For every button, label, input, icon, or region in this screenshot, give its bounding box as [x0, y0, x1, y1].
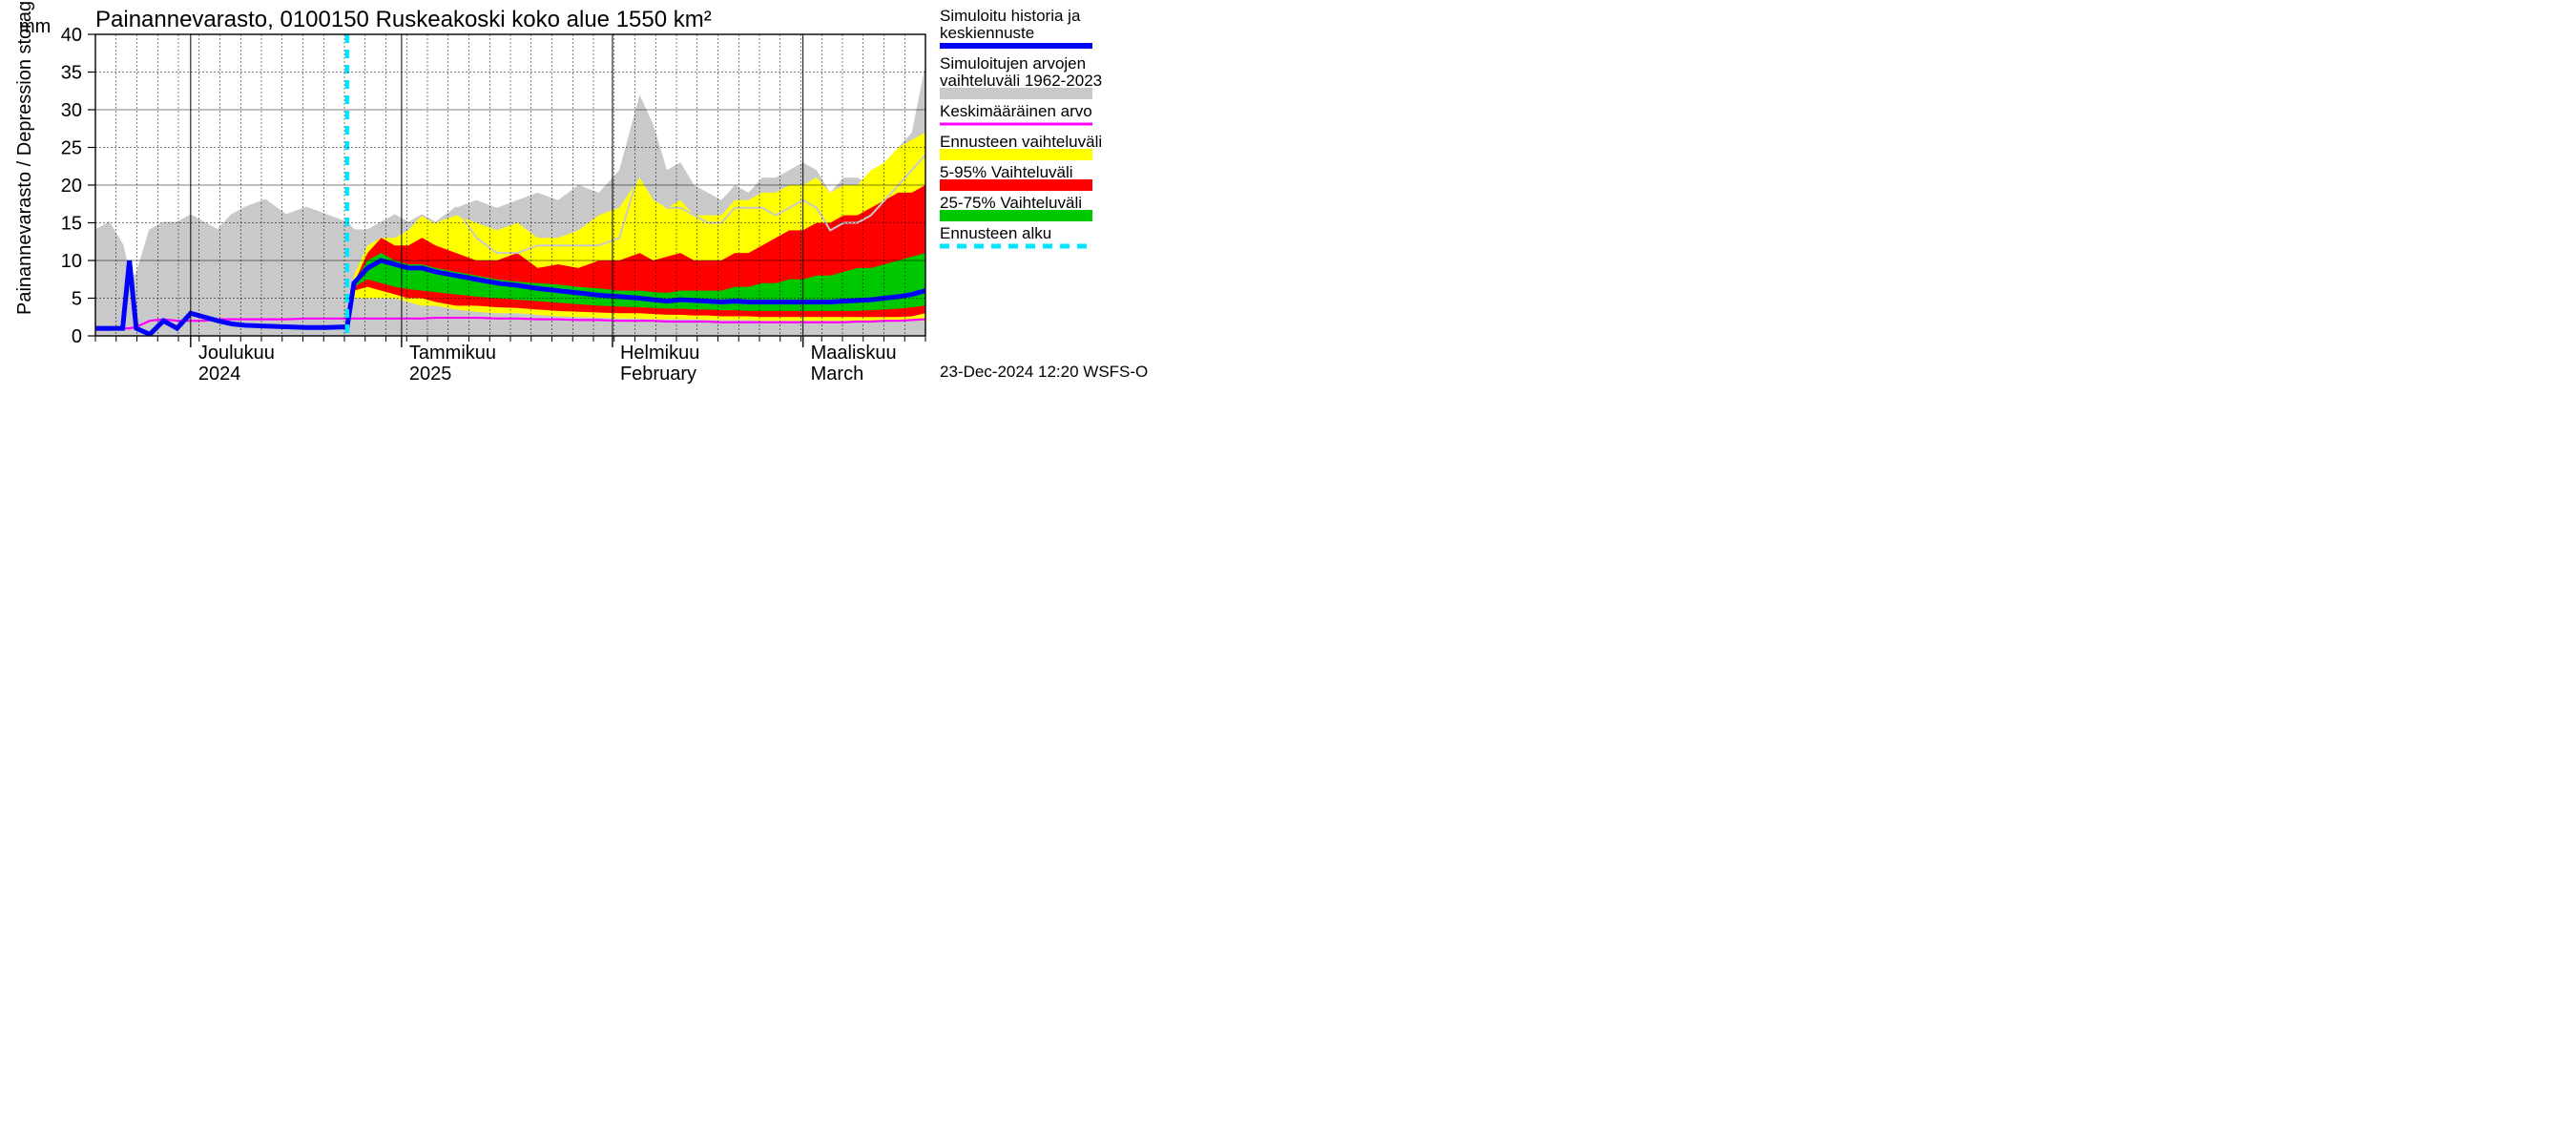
- x-major-label: Tammikuu: [409, 343, 496, 364]
- ytick-label: 0: [72, 326, 82, 347]
- ytick-label: 15: [61, 214, 82, 235]
- ytick-label: 30: [61, 100, 82, 121]
- footer-timestamp: 23-Dec-2024 12:20 WSFS-O: [940, 363, 1148, 381]
- x-major-sublabel: 2024: [198, 364, 241, 385]
- legend-label: Ennusteen vaihteluväli: [940, 133, 1102, 151]
- ytick-label: 35: [61, 63, 82, 84]
- ytick-label: 40: [61, 25, 82, 46]
- legend-label: Simuloitu historia ja: [940, 7, 1081, 25]
- legend-label: Ennusteen alku: [940, 224, 1051, 242]
- x-major-sublabel: March: [811, 364, 864, 385]
- legend-label: Simuloitujen arvojen: [940, 54, 1086, 73]
- legend-swatch: [940, 210, 1092, 221]
- ytick-label: 10: [61, 251, 82, 272]
- x-major-sublabel: February: [620, 364, 696, 385]
- x-major-label: Joulukuu: [198, 343, 275, 364]
- chart-title: Painannevarasto, 0100150 Ruskeakoski kok…: [95, 7, 712, 32]
- x-major-label: Maaliskuu: [811, 343, 897, 364]
- y-axis-label: Painannevarasto / Depression storage: [14, 0, 35, 315]
- legend-label: Keskimääräinen arvo: [940, 102, 1092, 120]
- legend-swatch: [940, 88, 1092, 99]
- ytick-label: 5: [72, 289, 82, 310]
- legend-label: 5-95% Vaihteluväli: [940, 163, 1073, 181]
- x-major-label: Helmikuu: [620, 343, 699, 364]
- legend-swatch: [940, 179, 1092, 191]
- y-axis-unit: mm: [19, 16, 51, 37]
- legend-label: vaihteluväli 1962-2023: [940, 72, 1102, 90]
- x-major-sublabel: 2025: [409, 364, 452, 385]
- ytick-label: 25: [61, 138, 82, 159]
- ytick-label: 20: [61, 176, 82, 197]
- legend-label: keskiennuste: [940, 24, 1034, 42]
- legend-label: 25-75% Vaihteluväli: [940, 194, 1082, 212]
- chart-root: 0510152025303540Joulukuu2024Tammikuu2025…: [0, 0, 1431, 636]
- legend-swatch: [940, 149, 1092, 160]
